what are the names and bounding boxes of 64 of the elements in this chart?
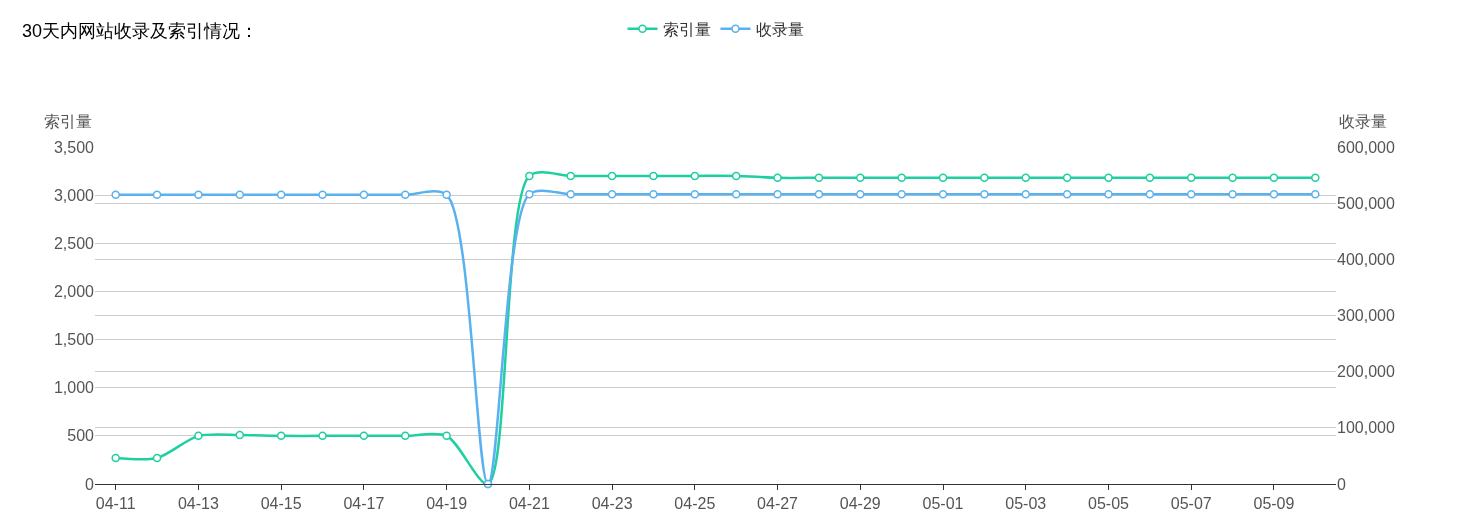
point xyxy=(235,430,245,440)
y-tick-label: 500 xyxy=(67,427,95,445)
point xyxy=(980,173,989,183)
x-tick-label: 04-29 xyxy=(839,495,881,513)
y-tick-label: 0 xyxy=(85,475,95,493)
y-tick-label: 3,500 xyxy=(53,138,95,156)
chart-title: 30天内网站收录及索引情况： xyxy=(21,20,259,41)
x-tick-label: 04-27 xyxy=(757,495,799,513)
x-tick-label: 04-25 xyxy=(674,495,716,513)
point xyxy=(1186,173,1196,183)
x-tick-label: 04-11 xyxy=(95,495,136,513)
point xyxy=(442,431,451,441)
point xyxy=(1311,173,1320,183)
y2-tick-label: 500,000 xyxy=(1337,194,1395,212)
y2-tick-label: 300,000 xyxy=(1337,307,1395,325)
point xyxy=(194,431,203,441)
point xyxy=(897,173,906,183)
x-tick-label: 04-15 xyxy=(260,495,302,513)
legend-label: 索引量 xyxy=(662,21,711,39)
point xyxy=(938,173,948,183)
y2-axis-title: 收录量 xyxy=(1339,113,1387,130)
y2-tick-label: 400,000 xyxy=(1337,250,1395,268)
y-tick-label: 1,000 xyxy=(53,379,95,397)
point xyxy=(1062,173,1072,183)
point xyxy=(1104,173,1113,183)
point xyxy=(111,453,120,463)
x-tick-label: 04-19 xyxy=(426,495,468,513)
x-tick-label: 04-13 xyxy=(177,495,219,513)
point xyxy=(1228,173,1237,183)
y2-tick-label: 200,000 xyxy=(1337,363,1395,381)
point xyxy=(1269,173,1279,183)
x-tick-label: 05-09 xyxy=(1253,495,1295,513)
x-tick-label: 05-03 xyxy=(1005,495,1047,513)
x-tick-label: 04-23 xyxy=(591,495,633,513)
point xyxy=(649,171,658,181)
point xyxy=(1145,173,1155,183)
legend-label: 收录量 xyxy=(755,21,804,39)
x-tick-label: 04-21 xyxy=(508,495,550,513)
point xyxy=(814,173,824,183)
point xyxy=(1021,173,1030,183)
y2-tick-label: 600,000 xyxy=(1337,138,1395,156)
point xyxy=(525,171,534,181)
point xyxy=(690,171,700,181)
point xyxy=(731,171,741,181)
point xyxy=(152,453,162,463)
y-tick-label: 2,500 xyxy=(53,234,95,252)
point xyxy=(566,171,575,181)
point xyxy=(607,171,617,181)
y2-tick-label: 100,000 xyxy=(1337,419,1395,437)
point xyxy=(856,173,865,183)
point xyxy=(359,431,369,441)
y-tick-label: 1,500 xyxy=(53,331,95,349)
x-tick-label: 05-07 xyxy=(1170,495,1212,513)
point xyxy=(401,431,410,441)
x-tick-label: 04-17 xyxy=(343,495,385,513)
y2-tick-label: 0 xyxy=(1337,475,1346,493)
x-tick-label: 05-05 xyxy=(1088,495,1130,513)
y-tick-label: 2,000 xyxy=(53,283,95,301)
point xyxy=(318,431,327,441)
y-axis-title: 索引量 xyxy=(44,113,92,130)
y-tick-label: 3,000 xyxy=(53,186,95,204)
point xyxy=(276,431,286,441)
point xyxy=(773,173,782,183)
x-tick-label: 05-01 xyxy=(922,495,964,513)
